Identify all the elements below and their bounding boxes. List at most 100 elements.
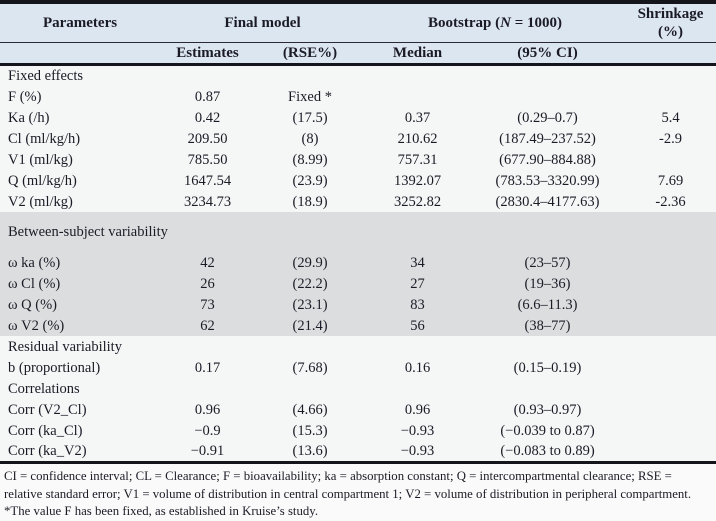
bootstrap-label-post: = 1000): [510, 15, 562, 31]
table-cell: (38–77): [470, 315, 626, 336]
col-header-parameters: Parameters: [0, 2, 160, 43]
table-cell: (0.15–0.19): [470, 357, 626, 378]
table-cell: (0.29–0.7): [470, 107, 626, 128]
table-row: ω V2 (%) 62 (21.4) 56 (38–77): [0, 315, 716, 336]
table-cell: (13.6): [255, 441, 366, 463]
table-cell: [625, 86, 716, 107]
table-row: V2 (ml/kg) 3234.73 (18.9) 3252.82 (2830.4–41…: [0, 191, 716, 212]
table-cell: 62: [160, 315, 255, 336]
col-header-shrinkage: Shrinkage (%): [625, 2, 716, 43]
table-cell: 7.69: [625, 170, 716, 191]
section-label: Between-subject variability: [0, 212, 716, 252]
table-cell: 0.87: [160, 86, 255, 107]
table-cell: (15.3): [255, 420, 366, 441]
table-row: Corr (ka_V2) −0.91 (13.6) −0.93 (−0.083 to 0…: [0, 441, 716, 463]
parameters-table: Parameters Final model Bootstrap (N = 10…: [0, 0, 716, 464]
row-label: Corr (V2_Cl): [0, 399, 160, 420]
table-row: Q (ml/kg/h) 1647.54 (23.9) 1392.07 (783.53–3…: [0, 170, 716, 191]
table-cell: 757.31: [365, 149, 471, 170]
section-header-row: Between-subject variability: [0, 212, 716, 252]
table-cell: 56: [365, 315, 471, 336]
bootstrap-label-pre: Bootstrap (: [428, 15, 501, 31]
table-cell: 3234.73: [160, 191, 255, 212]
row-label: Corr (ka_Cl): [0, 420, 160, 441]
section-label: Correlations: [0, 378, 716, 399]
table-cell: 34: [365, 252, 471, 273]
table-row: ω ka (%) 42 (29.9) 34 (23–57): [0, 252, 716, 273]
table-cell: 0.16: [365, 357, 471, 378]
table-cell: 0.96: [365, 399, 471, 420]
table-cell: [365, 86, 471, 107]
table-cell: -2.36: [625, 191, 716, 212]
table-cell: [625, 252, 716, 273]
col-header-empty: [0, 42, 160, 65]
table-cell: (8.99): [255, 149, 366, 170]
table-row: Ka (/h) 0.42 (17.5) 0.37 (0.29–0.7) 5.4: [0, 107, 716, 128]
row-label: V1 (ml/kg): [0, 149, 160, 170]
table-cell: 0.96: [160, 399, 255, 420]
section-label: Residual variability: [0, 336, 716, 357]
table-cell: (−0.083 to 0.89): [470, 441, 626, 463]
table-cell: 0.37: [365, 107, 471, 128]
row-label: Cl (ml/kg/h): [0, 128, 160, 149]
table-cell: (8): [255, 128, 366, 149]
row-label: Q (ml/kg/h): [0, 170, 160, 191]
table-cell: 26: [160, 273, 255, 294]
table-cell: (7.68): [255, 357, 366, 378]
table-cell: [625, 294, 716, 315]
row-label: Ka (/h): [0, 107, 160, 128]
bootstrap-label-n: N: [500, 15, 511, 31]
table-row: V1 (ml/kg) 785.50 (8.99) 757.31 (677.90–884.…: [0, 149, 716, 170]
table-cell: [625, 273, 716, 294]
header-row-subcolumns: Estimates (RSE%) Median (95% CI): [0, 42, 716, 65]
col-header-bootstrap: Bootstrap (N = 1000): [365, 2, 626, 43]
table-cell: 27: [365, 273, 471, 294]
table-cell: [625, 399, 716, 420]
row-label: Corr (ka_V2): [0, 441, 160, 463]
table-row: Corr (V2_Cl) 0.96 (4.66) 0.96 (0.93–0.97): [0, 399, 716, 420]
col-header-ci: (95% CI): [470, 42, 626, 65]
table-row: F (%) 0.87 Fixed *: [0, 86, 716, 107]
table-cell: (783.53–3320.99): [470, 170, 626, 191]
col-header-median: Median: [365, 42, 471, 65]
table-cell: −0.93: [365, 420, 471, 441]
table-cell: 83: [365, 294, 471, 315]
row-label: ω V2 (%): [0, 315, 160, 336]
table-cell: (23.9): [255, 170, 366, 191]
table-cell: (18.9): [255, 191, 366, 212]
row-label: b (proportional): [0, 357, 160, 378]
table-cell: (23.1): [255, 294, 366, 315]
table-cell: −0.91: [160, 441, 255, 463]
col-header-final-model: Final model: [160, 2, 366, 43]
table-cell: 1647.54: [160, 170, 255, 191]
table-cell: (19–36): [470, 273, 626, 294]
row-label: V2 (ml/kg): [0, 191, 160, 212]
section-header-row: Correlations: [0, 378, 716, 399]
section-label: Fixed effects: [0, 64, 716, 86]
row-label: ω Q (%): [0, 294, 160, 315]
table-cell: [625, 315, 716, 336]
col-header-rse: (RSE%): [255, 42, 366, 65]
table-cell: 210.62: [365, 128, 471, 149]
row-label: F (%): [0, 86, 160, 107]
table-cell: 785.50: [160, 149, 255, 170]
table-row: ω Cl (%) 26 (22.2) 27 (19–36): [0, 273, 716, 294]
table-cell: Fixed *: [255, 86, 366, 107]
table-cell: [625, 420, 716, 441]
table-row: Cl (ml/kg/h) 209.50 (8) 210.62 (187.49–237.5…: [0, 128, 716, 149]
table-body: Fixed effects F (%) 0.87 Fixed * Ka (/h) 0.42…: [0, 64, 716, 463]
table-cell: 1392.07: [365, 170, 471, 191]
table-row: ω Q (%) 73 (23.1) 83 (6.6–11.3): [0, 294, 716, 315]
table-cell: (6.6–11.3): [470, 294, 626, 315]
table-cell: 0.17: [160, 357, 255, 378]
table-cell: (21.4): [255, 315, 366, 336]
table-cell: 0.42: [160, 107, 255, 128]
asterisk-footnote: *The value F has been fixed, as establis…: [4, 504, 319, 519]
table-cell: −0.93: [365, 441, 471, 463]
table-cell: 3252.82: [365, 191, 471, 212]
col-header-estimates: Estimates: [160, 42, 255, 65]
col-header-empty: [625, 42, 716, 65]
table-cell: [625, 149, 716, 170]
row-label: ω Cl (%): [0, 273, 160, 294]
table-row: Corr (ka_Cl) −0.9 (15.3) −0.93 (−0.039 to 0.…: [0, 420, 716, 441]
